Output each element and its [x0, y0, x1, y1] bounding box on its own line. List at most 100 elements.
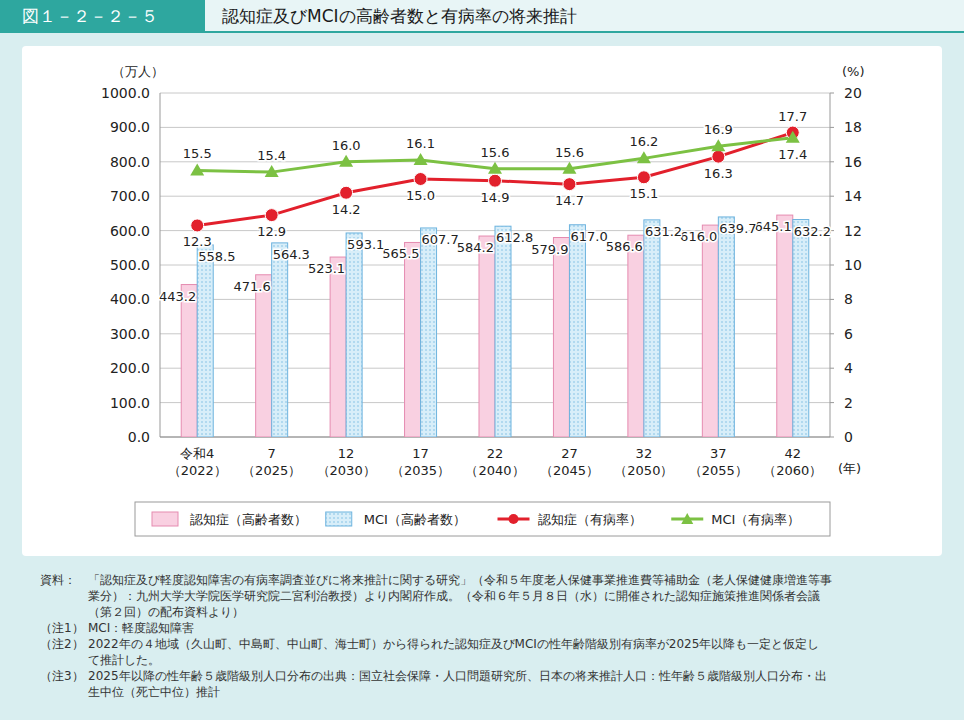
legend-label: MCI（高齢者数）	[364, 512, 466, 527]
header-rule	[0, 31, 964, 33]
y2-tick	[830, 437, 834, 438]
x-tick-label-line: 17	[412, 446, 429, 461]
bar	[702, 225, 718, 437]
y-tick-label: 200.0	[110, 360, 150, 376]
marker	[563, 178, 576, 191]
y-tick-label: 400.0	[110, 291, 150, 307]
line-label: 14.2	[332, 202, 361, 217]
x-tick-label-line: （2060）	[763, 463, 822, 478]
bar-label: 564.3	[273, 247, 310, 262]
y-axis	[160, 93, 161, 437]
bar-label: 565.5	[382, 246, 419, 261]
x-tick-label: 32（2050）	[614, 446, 673, 478]
bar-label: 471.6	[233, 279, 270, 294]
legend-marker	[509, 514, 519, 524]
line-label: 16.3	[704, 166, 733, 181]
marker	[190, 163, 204, 175]
note-line: 「認知症及び軽度認知障害の有病率調査並びに将来推計に関する研究」（令和５年度老人…	[88, 573, 832, 587]
bar-label: 632.2	[794, 224, 831, 239]
marker	[414, 153, 428, 165]
note-line: MCI：軽度認知障害	[88, 621, 194, 635]
x-tick-label-line: 22	[487, 446, 504, 461]
bar	[181, 285, 197, 437]
bar-label: 593.1	[347, 237, 384, 252]
y2-tick	[830, 93, 834, 94]
bar-label: 523.1	[308, 261, 345, 276]
bar	[495, 226, 511, 437]
y-tick-label: 0.0	[128, 429, 150, 445]
x-tick-label: 17（2035）	[391, 446, 450, 478]
bar-label: 639.7	[719, 221, 756, 236]
legend-marker	[681, 513, 693, 524]
legend-swatch	[152, 512, 178, 526]
x-tick-label-line: （2030）	[317, 463, 376, 478]
legend-label: 認知症（有病率）	[538, 512, 642, 527]
note-line: （第２回）の配布資料より）	[88, 605, 244, 619]
bar-label: 579.9	[531, 242, 568, 257]
bar	[330, 257, 346, 437]
bar-label: 617.0	[570, 229, 607, 244]
x-tick-label: 42 （2060）	[763, 446, 822, 478]
y2-tick-label: 2	[844, 395, 853, 411]
y2-tick	[830, 333, 834, 334]
x-tick-label: 37（2055）	[689, 446, 748, 478]
bar	[718, 217, 734, 437]
bar-label: 586.6	[606, 239, 643, 254]
plot-area	[181, 126, 809, 437]
y-tick-label: 300.0	[110, 326, 150, 342]
x-tick-label-line: （2045）	[540, 463, 599, 478]
marker	[414, 173, 427, 186]
x-tick-label-line: 37	[710, 446, 727, 461]
marker	[712, 150, 725, 163]
y2-tick-label: 12	[844, 223, 862, 239]
y2-tick-label: 16	[844, 154, 862, 170]
chart-root: 図１－２－２－５認知症及びMCIの高齢者数と有病率の将来推計0.0100.020…	[0, 0, 964, 720]
x-tick-label-line: 42	[785, 446, 802, 461]
legend-box	[135, 502, 830, 536]
figure-number: 図１－２－２－５	[22, 6, 158, 26]
bar	[256, 275, 272, 437]
y2-tick	[830, 265, 834, 266]
marker	[339, 155, 353, 167]
background	[0, 0, 964, 720]
bar-label: 612.8	[496, 230, 533, 245]
line-label: 15.5	[183, 146, 212, 161]
y-axis-label: （万人）	[112, 64, 164, 79]
line-label: 12.9	[257, 224, 286, 239]
marker	[562, 162, 576, 174]
grid-line	[160, 93, 830, 94]
y2-axis-label: (%)	[842, 64, 865, 79]
note-label: （注2）	[40, 637, 84, 651]
line-label: 16.9	[704, 122, 733, 137]
y2-tick-label: 6	[844, 326, 853, 342]
x-tick-label: 7（2025）	[242, 446, 301, 478]
bar-label: 443.2	[159, 289, 196, 304]
marker	[265, 209, 278, 222]
title: 認知症及びMCIの高齢者数と有病率の将来推計	[222, 6, 577, 26]
bar	[421, 228, 437, 437]
y2-tick	[830, 299, 834, 300]
y2-tick-label: 8	[844, 291, 853, 307]
bar	[405, 242, 421, 437]
line-label: 15.6	[481, 145, 510, 160]
line-label: 16.0	[332, 138, 361, 153]
bar-label: 631.2	[645, 224, 682, 239]
y2-tick-label: 20	[844, 85, 862, 101]
marker	[191, 219, 204, 232]
bar-label: 584.2	[457, 240, 494, 255]
line-label: 15.1	[629, 186, 658, 201]
x-tick-label-line: 32	[636, 446, 653, 461]
marker	[340, 186, 353, 199]
legend-label: MCI（有病率）	[711, 512, 800, 527]
bar-label: 607.7	[422, 232, 459, 247]
line-label: 16.1	[406, 136, 435, 151]
bar	[569, 225, 585, 437]
chart-panel	[22, 46, 942, 556]
x-tick-label-line: 27	[561, 446, 578, 461]
line	[197, 133, 793, 226]
note-line: 2022年の４地域（久山町、中島町、中山町、海士町）から得られた認知症及びMCI…	[88, 637, 819, 651]
x-tick-label-line: 7	[268, 446, 276, 461]
y2-tick	[830, 196, 834, 197]
data-labels: 443.2471.6523.1565.5584.2579.9586.6616.0…	[159, 109, 831, 304]
x-tick-label: 22（2040）	[465, 446, 524, 478]
